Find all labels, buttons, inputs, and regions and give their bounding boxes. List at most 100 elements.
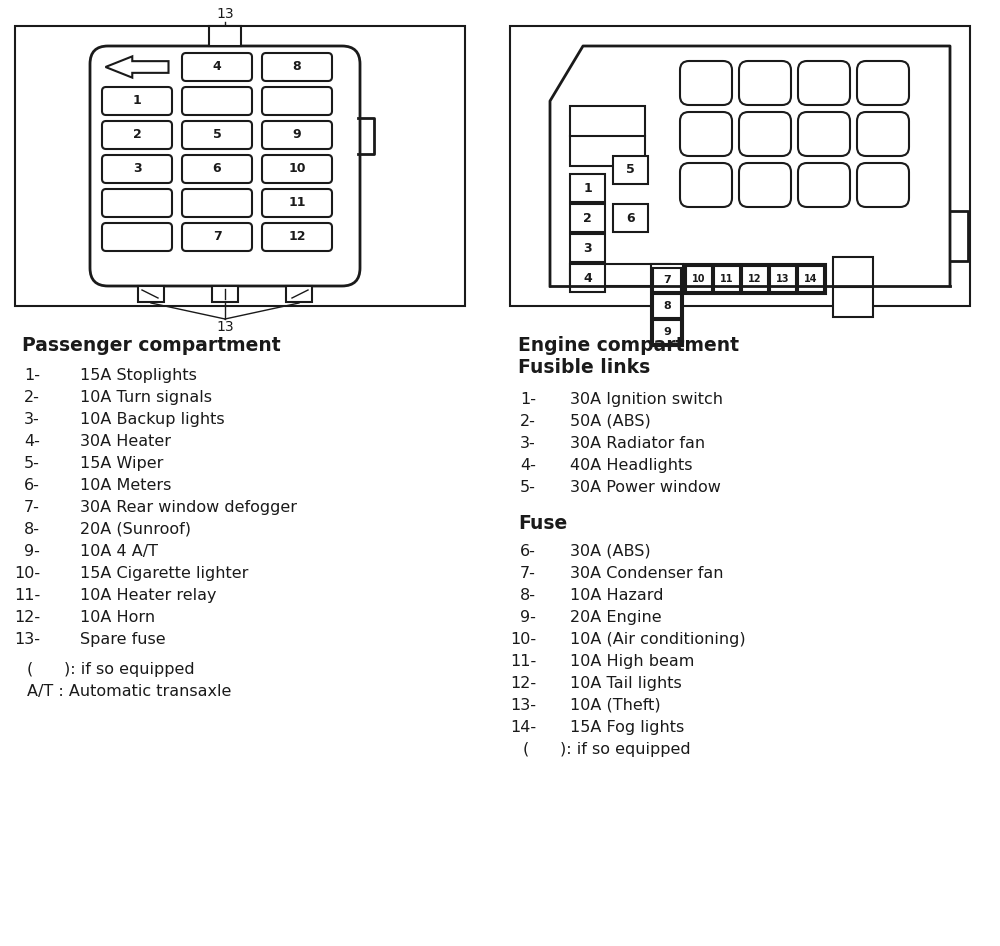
FancyBboxPatch shape [857,112,909,156]
FancyBboxPatch shape [102,87,172,115]
Text: 2-: 2- [520,414,536,429]
FancyBboxPatch shape [182,155,252,183]
Text: Passenger compartment: Passenger compartment [22,336,281,355]
Text: 13: 13 [216,7,234,21]
Bar [570,264,605,292]
Text: 1-: 1- [520,392,536,407]
Bar [684,264,826,294]
FancyBboxPatch shape [262,189,332,217]
Text: 3-: 3- [520,436,536,451]
Text: 13: 13 [776,274,790,284]
Text: 11: 11 [720,274,734,284]
Text: 9-: 9- [520,610,536,625]
FancyBboxPatch shape [798,112,850,156]
Text: 30A (ABS): 30A (ABS) [570,544,651,559]
Text: 15A Cigarette lighter: 15A Cigarette lighter [80,566,248,581]
FancyBboxPatch shape [102,121,172,149]
Text: 10-: 10- [510,632,536,647]
Text: 10-: 10- [14,566,40,581]
Text: Spare fuse: Spare fuse [80,632,166,647]
Polygon shape [106,57,168,78]
Text: 30A Heater: 30A Heater [80,434,171,449]
Text: 1-: 1- [24,368,40,383]
Text: 6: 6 [213,163,221,176]
Bar [798,266,824,292]
Text: 4: 4 [583,272,592,285]
Text: 4-: 4- [24,434,40,449]
Text: 50A (ABS): 50A (ABS) [570,414,651,429]
Text: 11: 11 [288,197,306,209]
Bar [570,234,605,262]
Text: 7: 7 [213,231,221,243]
Text: 20A Engine: 20A Engine [570,610,662,625]
FancyBboxPatch shape [739,112,791,156]
Text: 2-: 2- [24,390,40,405]
Text: 10A High beam: 10A High beam [570,654,694,669]
FancyBboxPatch shape [262,53,332,81]
Text: 8-: 8- [24,522,40,537]
Text: 13-: 13- [510,698,536,713]
Bar [286,286,312,302]
Text: 6-: 6- [24,478,40,493]
Text: 8: 8 [663,301,671,311]
Bar [212,286,238,302]
Bar [742,266,768,292]
Text: 12-: 12- [510,676,536,691]
FancyBboxPatch shape [262,121,332,149]
Text: 10A Backup lights: 10A Backup lights [80,412,225,427]
FancyBboxPatch shape [182,189,252,217]
FancyBboxPatch shape [90,46,360,286]
Text: 11-: 11- [14,588,40,603]
Text: 10A Heater relay: 10A Heater relay [80,588,216,603]
FancyBboxPatch shape [680,112,732,156]
Text: 5-: 5- [520,480,536,495]
Text: 11-: 11- [510,654,536,669]
FancyBboxPatch shape [182,121,252,149]
Text: 10A 4 A/T: 10A 4 A/T [80,544,158,559]
Text: 14: 14 [804,274,818,284]
Text: 3: 3 [583,241,592,254]
Text: 1: 1 [133,95,141,108]
Text: 30A Ignition switch: 30A Ignition switch [570,392,723,407]
Text: 12: 12 [748,274,762,284]
Bar [653,294,681,318]
Text: 30A Radiator fan: 30A Radiator fan [570,436,705,451]
Text: 40A Headlights: 40A Headlights [570,458,692,473]
Text: Engine compartment: Engine compartment [518,336,739,355]
Bar [653,268,681,292]
FancyBboxPatch shape [182,87,252,115]
FancyBboxPatch shape [739,163,791,207]
Text: 13: 13 [216,320,234,334]
Text: 14-: 14- [510,720,536,735]
Text: 10A (Air conditioning): 10A (Air conditioning) [570,632,746,647]
Text: 30A Power window: 30A Power window [570,480,721,495]
Text: (      ): if so equipped: ( ): if so equipped [27,662,195,677]
Bar [686,266,712,292]
Text: Fuse: Fuse [518,514,567,533]
Text: 10A Hazard: 10A Hazard [570,588,664,603]
Text: 7-: 7- [520,566,536,581]
Text: 13-: 13- [14,632,40,647]
FancyBboxPatch shape [262,87,332,115]
FancyBboxPatch shape [182,53,252,81]
FancyBboxPatch shape [102,155,172,183]
Text: (      ): if so equipped: ( ): if so equipped [523,742,691,757]
Text: 4: 4 [213,61,221,74]
Text: A/T : Automatic transaxle: A/T : Automatic transaxle [27,684,231,699]
FancyBboxPatch shape [680,61,732,105]
Text: 9: 9 [293,129,301,142]
Bar [651,264,683,346]
Text: 12: 12 [288,231,306,243]
Bar [570,264,670,286]
Bar [570,106,645,166]
Text: 8: 8 [293,61,301,74]
Text: 30A Condenser fan: 30A Condenser fan [570,566,724,581]
Bar [613,156,648,184]
Text: 10A (Theft): 10A (Theft) [570,698,661,713]
Text: 10A Horn: 10A Horn [80,610,155,625]
Text: 2: 2 [133,129,141,142]
Bar [209,26,241,46]
FancyBboxPatch shape [102,189,172,217]
Text: 4-: 4- [520,458,536,473]
Text: 10: 10 [288,163,306,176]
